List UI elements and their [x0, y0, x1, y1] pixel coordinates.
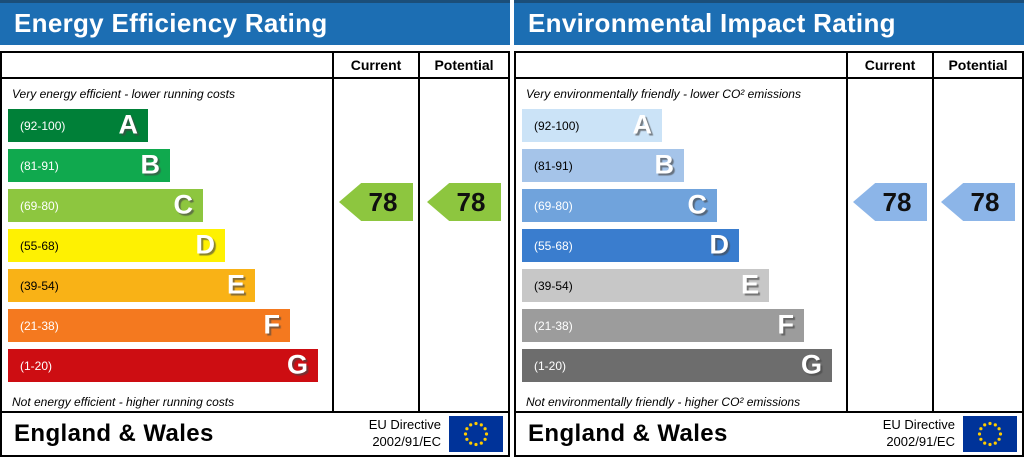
panel-title: Environmental Impact Rating — [514, 0, 1024, 45]
rating-table: Current Potential Very environmentally f… — [514, 51, 1024, 457]
band-letter: A — [118, 109, 139, 140]
band-range: (39-54) — [534, 278, 573, 293]
potential-rating-arrow: 78 — [941, 183, 1015, 221]
band-range: (55-68) — [20, 238, 59, 253]
bottom-note: Not environmentally friendly - higher CO… — [526, 395, 801, 409]
eu-directive-line1: EU Directive — [882, 417, 955, 433]
eu-flag-icon — [449, 416, 503, 452]
panel-title: Energy Efficiency Rating — [0, 0, 510, 45]
eu-directive-label: EU Directive 2002/91/EC — [369, 417, 441, 450]
band-letter: B — [140, 149, 161, 180]
potential-column-header: Potential — [932, 53, 1022, 77]
energy-efficiency-panel: Energy Efficiency Rating Current Potenti… — [0, 0, 510, 457]
band-letter: E — [226, 269, 245, 300]
band-f: (21-38) F — [8, 309, 290, 342]
potential-value-cell: 78 — [418, 79, 508, 411]
table-footer: England & Wales EU Directive 2002/91/EC — [2, 411, 508, 455]
region-label: England & Wales — [528, 420, 728, 447]
band-letter: B — [654, 149, 675, 180]
current-rating-arrow: 78 — [853, 183, 927, 221]
header-spacer — [2, 53, 332, 77]
band-f: (21-38) F — [522, 309, 804, 342]
band-range: (21-38) — [534, 318, 573, 333]
band-range: (55-68) — [534, 238, 573, 253]
header-spacer — [516, 53, 846, 77]
band-letter: D — [709, 229, 730, 260]
band-range: (1-20) — [534, 358, 567, 373]
top-note: Very environmentally friendly - lower CO… — [526, 87, 801, 101]
table-footer: England & Wales EU Directive 2002/91/EC — [516, 411, 1022, 455]
band-g: (1-20) G — [8, 349, 318, 382]
table-body: Very energy efficient - lower running co… — [2, 79, 508, 411]
environmental-impact-panel: Environmental Impact Rating Current Pote… — [514, 0, 1024, 457]
band-range: (81-91) — [20, 158, 59, 173]
band-a: (92-100) A — [522, 109, 662, 142]
band-letter: G — [800, 349, 822, 380]
table-body: Very environmentally friendly - lower CO… — [516, 79, 1022, 411]
bands-area: Very environmentally friendly - lower CO… — [516, 79, 846, 411]
current-column-header: Current — [332, 53, 418, 77]
band-letter: C — [173, 189, 194, 220]
band-letter: D — [195, 229, 216, 260]
region-label: England & Wales — [14, 420, 214, 447]
band-letter: F — [777, 309, 795, 340]
band-b: (81-91) B — [522, 149, 684, 182]
band-d: (55-68) D — [8, 229, 225, 262]
band-range: (92-100) — [20, 118, 66, 133]
band-letter: G — [286, 349, 308, 380]
band-d: (55-68) D — [522, 229, 739, 262]
band-c: (69-80) C — [8, 189, 203, 222]
potential-rating-arrow: 78 — [427, 183, 501, 221]
potential-value-cell: 78 — [932, 79, 1022, 411]
current-rating-arrow: 78 — [339, 183, 413, 221]
band-letter: E — [740, 269, 759, 300]
band-range: (81-91) — [534, 158, 573, 173]
band-range: (39-54) — [20, 278, 59, 293]
band-range: (21-38) — [20, 318, 59, 333]
top-note: Very energy efficient - lower running co… — [12, 87, 235, 101]
eu-flag-icon — [963, 416, 1017, 452]
bottom-note: Not energy efficient - higher running co… — [12, 395, 235, 409]
eu-directive-line1: EU Directive — [368, 417, 441, 433]
table-header-row: Current Potential — [2, 53, 508, 79]
band-letter: F — [263, 309, 281, 340]
current-value-cell: 78 — [332, 79, 418, 411]
band-e: (39-54) E — [8, 269, 255, 302]
band-letter: A — [632, 109, 653, 140]
current-value-cell: 78 — [846, 79, 932, 411]
band-g: (1-20) G — [522, 349, 832, 382]
eu-directive-line2: 2002/91/EC — [372, 434, 441, 449]
band-range: (92-100) — [534, 118, 580, 133]
band-b: (81-91) B — [8, 149, 170, 182]
band-range: (69-80) — [534, 198, 573, 213]
band-a: (92-100) A — [8, 109, 148, 142]
rating-table: Current Potential Very energy efficient … — [0, 51, 510, 457]
current-column-header: Current — [846, 53, 932, 77]
band-letter: C — [687, 189, 708, 220]
table-header-row: Current Potential — [516, 53, 1022, 79]
band-range: (69-80) — [20, 198, 59, 213]
eu-directive-line2: 2002/91/EC — [886, 434, 955, 449]
band-c: (69-80) C — [522, 189, 717, 222]
eu-directive-label: EU Directive 2002/91/EC — [883, 417, 955, 450]
band-e: (39-54) E — [522, 269, 769, 302]
potential-column-header: Potential — [418, 53, 508, 77]
band-range: (1-20) — [20, 358, 53, 373]
bands-area: Very energy efficient - lower running co… — [2, 79, 332, 411]
